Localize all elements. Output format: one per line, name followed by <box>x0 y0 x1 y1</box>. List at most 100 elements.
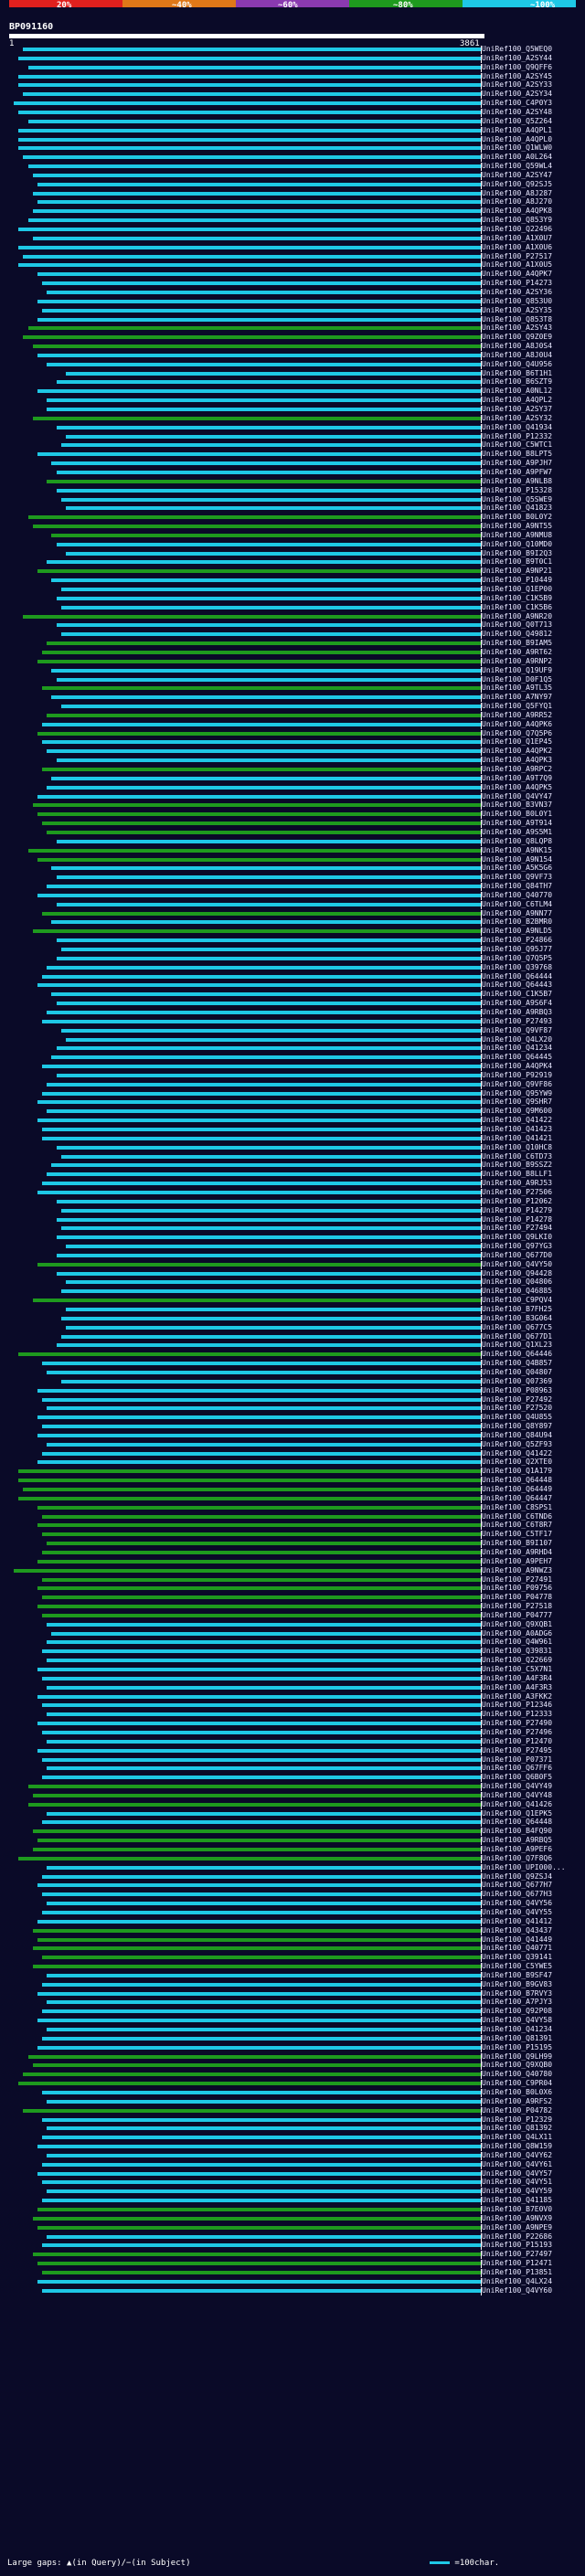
hit-label[interactable]: UniRef100_Q41234 <box>482 1044 553 1053</box>
hit-label[interactable]: UniRef100_Q19UF9 <box>482 665 553 674</box>
hit-row[interactable]: UniRef100_Q41423 <box>0 1125 585 1134</box>
hit-label[interactable]: UniRef100_Q10HC8 <box>482 1142 553 1151</box>
hit-bar[interactable] <box>37 1190 481 1194</box>
hit-label[interactable]: UniRef100_Q22496 <box>482 225 553 233</box>
hit-bar[interactable] <box>51 668 481 673</box>
hit-label[interactable]: UniRef100_P24866 <box>482 936 553 945</box>
hit-bar[interactable] <box>37 1668 481 1671</box>
hit-label[interactable]: UniRef100_P27493 <box>482 1016 553 1025</box>
hit-bar[interactable] <box>42 1613 481 1617</box>
hit-label[interactable]: UniRef100_Q41185 <box>482 2196 553 2205</box>
hit-row[interactable]: UniRef100_C5WTC1 <box>0 440 585 451</box>
hit-label[interactable]: UniRef100_Q9QFF6 <box>482 62 553 71</box>
hit-label[interactable]: UniRef100_A2SY48 <box>482 107 553 116</box>
hit-label[interactable]: UniRef100_Q1EPK5 <box>482 1808 553 1818</box>
hit-label[interactable]: UniRef100_Q677C5 <box>482 1322 553 1331</box>
hit-bar[interactable] <box>37 1991 481 1996</box>
hit-label[interactable]: UniRef100_Q9Z0E9 <box>482 333 553 342</box>
hit-row[interactable]: UniRef100_Q9M600 <box>0 1107 585 1117</box>
hit-bar[interactable] <box>37 1262 481 1267</box>
hit-label[interactable]: UniRef100_A2SY32 <box>482 413 553 422</box>
hit-bar[interactable] <box>56 380 481 385</box>
hit-bar[interactable] <box>56 488 481 493</box>
hit-label[interactable]: UniRef100_Q94428 <box>482 1268 553 1277</box>
hit-row[interactable]: UniRef100_A8J287 <box>0 189 585 198</box>
hit-row[interactable]: UniRef100_B4FQ90 <box>0 1827 585 1837</box>
hit-bar[interactable] <box>47 1370 481 1374</box>
hit-row[interactable]: UniRef100_Q19UF9 <box>0 665 585 675</box>
hit-bar[interactable] <box>37 1460 481 1465</box>
hit-label[interactable]: UniRef100_B0L0Y1 <box>482 810 553 819</box>
hit-bar[interactable] <box>60 588 481 591</box>
hit-label[interactable]: UniRef100_P27520 <box>482 1404 553 1413</box>
hit-row[interactable]: UniRef100_Q10HC8 <box>0 1142 585 1152</box>
hit-bar[interactable] <box>42 1425 481 1429</box>
hit-label[interactable]: UniRef100_P27492 <box>482 1394 553 1404</box>
hit-bar[interactable] <box>47 1082 481 1087</box>
hit-label[interactable]: UniRef100_Q41422 <box>482 1116 553 1125</box>
hit-label[interactable]: UniRef100_B6T1H1 <box>482 368 553 377</box>
hit-label[interactable]: UniRef100_A7NY97 <box>482 693 553 702</box>
hit-label[interactable]: UniRef100_C1K5B7 <box>482 990 553 999</box>
hit-row[interactable]: UniRef100_Q49812 <box>0 630 585 640</box>
hit-label[interactable]: UniRef100_Q10MD0 <box>482 539 553 548</box>
hit-label[interactable]: UniRef100_A0NL12 <box>482 387 553 396</box>
hit-label[interactable]: UniRef100_A9PEH7 <box>482 1556 553 1565</box>
hit-label[interactable]: UniRef100_Q5FYQ1 <box>482 702 553 711</box>
hit-label[interactable]: UniRef100_Q41449 <box>482 1935 553 1944</box>
hit-label[interactable]: UniRef100_A9RT62 <box>482 647 553 656</box>
hit-bar[interactable] <box>18 1479 481 1483</box>
hit-bar[interactable] <box>37 1586 481 1591</box>
hit-label[interactable]: UniRef100_A9RR52 <box>482 710 553 719</box>
hit-bar[interactable] <box>27 164 481 169</box>
hit-bar[interactable] <box>23 2072 481 2077</box>
hit-row[interactable]: UniRef100_A9RT62 <box>0 647 585 657</box>
hit-label[interactable]: UniRef100_Q1XL23 <box>482 1341 553 1350</box>
hit-bar[interactable] <box>42 1676 481 1680</box>
hit-row[interactable]: UniRef100_P12333 <box>0 1710 585 1720</box>
hit-row[interactable]: UniRef100_A2SY45 <box>0 72 585 81</box>
hit-label[interactable]: UniRef100_Q92P08 <box>482 2007 553 2016</box>
hit-row[interactable]: UniRef100_Q84U94 <box>0 1431 585 1440</box>
hit-label[interactable]: UniRef100_P14278 <box>482 1214 553 1224</box>
hit-bar[interactable] <box>27 218 481 223</box>
hit-row[interactable]: UniRef100_P12470 <box>0 1736 585 1746</box>
hit-row[interactable]: UniRef100_D0F1Q5 <box>0 675 585 684</box>
hit-bar[interactable] <box>47 1865 481 1870</box>
hit-bar[interactable] <box>42 1776 481 1780</box>
hit-bar[interactable] <box>37 1748 481 1753</box>
hit-label[interactable]: UniRef100_A4QPK3 <box>482 756 553 765</box>
hit-label[interactable]: UniRef100_A9PEF6 <box>482 1845 553 1853</box>
hit-row[interactable]: UniRef100_C5TF17 <box>0 1530 585 1540</box>
hit-label[interactable]: UniRef100_B4FQ90 <box>482 1827 553 1836</box>
hit-row[interactable]: UniRef100_Q41421 <box>0 1134 585 1143</box>
hit-row[interactable]: UniRef100_P27506 <box>0 1188 585 1197</box>
hit-row[interactable]: UniRef100_P12471 <box>0 2259 585 2269</box>
hit-bar[interactable] <box>42 1703 481 1708</box>
hit-row[interactable]: UniRef100_P27518 <box>0 1602 585 1612</box>
hit-label[interactable]: UniRef100_Q4LX24 <box>482 2276 553 2285</box>
hit-label[interactable]: UniRef100_C5X7N1 <box>482 1665 553 1673</box>
hit-label[interactable]: UniRef100_P12346 <box>482 1701 553 1710</box>
hit-row[interactable]: UniRef100_Q39831 <box>0 1647 585 1657</box>
hit-bar[interactable] <box>47 1712 481 1717</box>
hit-row[interactable]: UniRef100_A9RBQ5 <box>0 1836 585 1846</box>
hit-row[interactable]: UniRef100_B3VN37 <box>0 800 585 811</box>
hit-bar[interactable] <box>60 497 481 502</box>
hit-row[interactable]: UniRef100_Q4VY48 <box>0 1791 585 1800</box>
hit-label[interactable]: UniRef100_P92919 <box>482 1070 553 1079</box>
hit-label[interactable]: UniRef100_Q1WLW0 <box>482 143 553 153</box>
hit-label[interactable]: UniRef100_A4QPK2 <box>482 747 553 756</box>
hit-row[interactable]: UniRef100_P27517 <box>0 252 585 261</box>
hit-bar[interactable] <box>56 1145 481 1150</box>
hit-label[interactable]: UniRef100_C1K5B6 <box>482 602 553 611</box>
hit-label[interactable]: UniRef100_P12470 <box>482 1736 553 1745</box>
hit-row[interactable]: UniRef100_A4QPK8 <box>0 207 585 217</box>
hit-bar[interactable] <box>56 425 481 429</box>
hit-bar[interactable] <box>42 2243 481 2248</box>
hit-bar[interactable] <box>56 1217 481 1222</box>
hit-row[interactable]: UniRef100_Q4W961 <box>0 1638 585 1648</box>
hit-bar[interactable] <box>42 1128 481 1131</box>
hit-row[interactable]: UniRef100_Q9QFF6 <box>0 62 585 72</box>
hit-label[interactable]: UniRef100_P27494 <box>482 1224 553 1233</box>
